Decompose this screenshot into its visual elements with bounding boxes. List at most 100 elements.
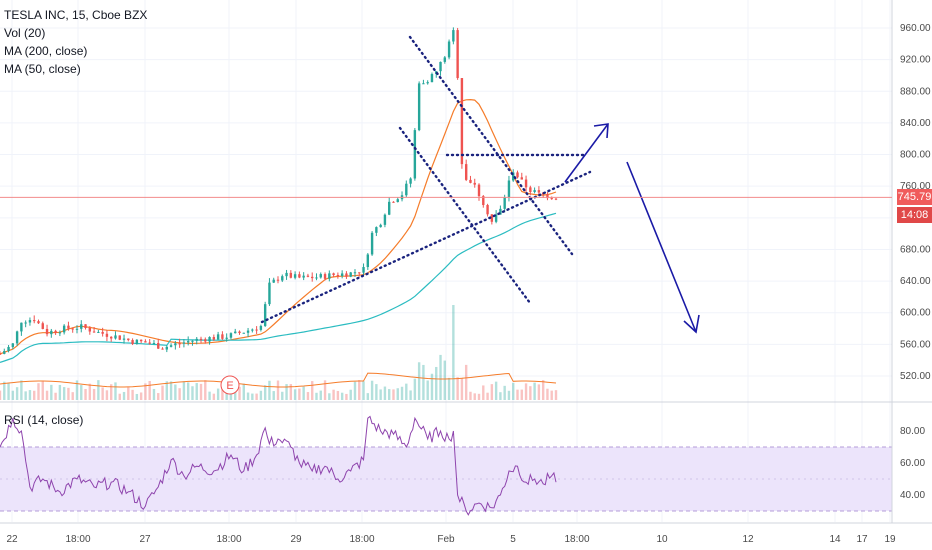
volume-bar [306, 392, 310, 400]
volume-bar [80, 385, 83, 400]
candle-body [204, 339, 207, 342]
volume-bar [272, 391, 275, 400]
candle-body [238, 331, 241, 333]
candle-body [482, 196, 485, 206]
candle-body [7, 346, 10, 352]
candle-body [88, 328, 92, 332]
volume-bar [362, 381, 365, 400]
candle-body [174, 343, 177, 346]
candle-body [533, 190, 536, 192]
time-tick-label: 12 [742, 534, 754, 545]
candle-body [537, 190, 541, 193]
candle-body [311, 276, 314, 279]
candle-body [37, 321, 40, 324]
volume-bar [503, 385, 506, 400]
candle-body [379, 224, 382, 228]
candle-body [268, 282, 271, 305]
volume-bar [161, 385, 164, 400]
time-tick-label: 5 [510, 534, 516, 545]
candle-body [195, 338, 198, 341]
volume-bar [251, 393, 254, 400]
volume-bar [174, 384, 177, 400]
candle-body [139, 339, 143, 342]
volume-bar [302, 386, 305, 400]
volume-bar [58, 384, 62, 400]
candle-body [503, 197, 506, 209]
price-tick-label: 960.00 [900, 23, 931, 34]
candle-body [234, 331, 237, 334]
time-tick-label: 29 [290, 534, 302, 545]
time-tick-label: 17 [856, 534, 868, 545]
rsi-path [0, 415, 557, 516]
candle-body [97, 331, 100, 333]
volume-bar [537, 384, 541, 400]
candle-body [259, 325, 263, 330]
price-tick-label: 840.00 [900, 118, 931, 129]
volume-bar [191, 386, 194, 400]
volume-bar [165, 381, 168, 400]
volume-bar [24, 391, 27, 400]
candle-body [0, 353, 2, 355]
candle-body [20, 322, 23, 332]
candle-body [182, 342, 186, 344]
candle-body [323, 274, 327, 279]
rsi-band [0, 446, 892, 512]
volume-bar [426, 380, 429, 400]
time-tick-label: 18:00 [216, 534, 241, 545]
candle-body [58, 332, 62, 334]
legend-vol[interactable]: Vol (20) [4, 26, 46, 40]
price-tick-label: 920.00 [900, 55, 931, 66]
volume-bar [225, 388, 228, 400]
volume-bar [392, 389, 395, 400]
candle-body [169, 345, 173, 347]
volume-bar [477, 393, 481, 400]
candle-body [15, 331, 19, 344]
legend-symbol[interactable]: TESLA INC, 15, Cboe BZX [4, 8, 148, 22]
candle-body [152, 342, 156, 344]
candle-body [33, 320, 36, 322]
volume-bar [464, 364, 468, 400]
trendline-rising-support [260, 170, 592, 324]
volume-bar [409, 390, 412, 400]
rsi-legend[interactable]: RSI (14, close) [4, 413, 84, 427]
candle-body [349, 272, 352, 277]
volume-bar [75, 380, 79, 400]
volume-bar [311, 381, 314, 400]
arrow-up-head [593, 123, 609, 139]
candle-body [54, 330, 57, 333]
candle-body [516, 172, 519, 178]
last-price-tag: 745.79 [897, 189, 932, 205]
volume-ma-line [0, 372, 557, 388]
candle-body [251, 329, 254, 331]
legend-ma200[interactable]: MA (200, close) [4, 44, 88, 58]
legend-ma50[interactable]: MA (50, close) [4, 62, 81, 76]
candle-body [554, 198, 558, 200]
rsi-tick-label: 40.00 [900, 490, 925, 501]
volume-bar [37, 383, 40, 400]
candle-body [370, 232, 374, 255]
volume-bar [131, 389, 134, 400]
volume-bar [135, 393, 139, 400]
time-tick-label: 19 [884, 534, 896, 545]
volume-bar [533, 382, 536, 400]
ma50-line [0, 98, 557, 355]
volume-bar [41, 381, 44, 400]
candle-body [225, 337, 228, 339]
candle-body [221, 334, 224, 339]
candle-body [157, 342, 160, 349]
candle-body [229, 333, 233, 338]
price-tick-label: 800.00 [900, 150, 931, 161]
volume-bar [439, 354, 442, 400]
candle-body [456, 30, 459, 79]
candle-body [469, 179, 472, 183]
volume-bar [319, 390, 322, 400]
volume-bar [447, 377, 451, 400]
candle-body [388, 201, 391, 215]
candle-body [512, 172, 515, 181]
volume-bar [71, 392, 74, 400]
candle-body [507, 180, 511, 198]
volume-bar [405, 383, 408, 400]
volume-bar [216, 388, 220, 400]
